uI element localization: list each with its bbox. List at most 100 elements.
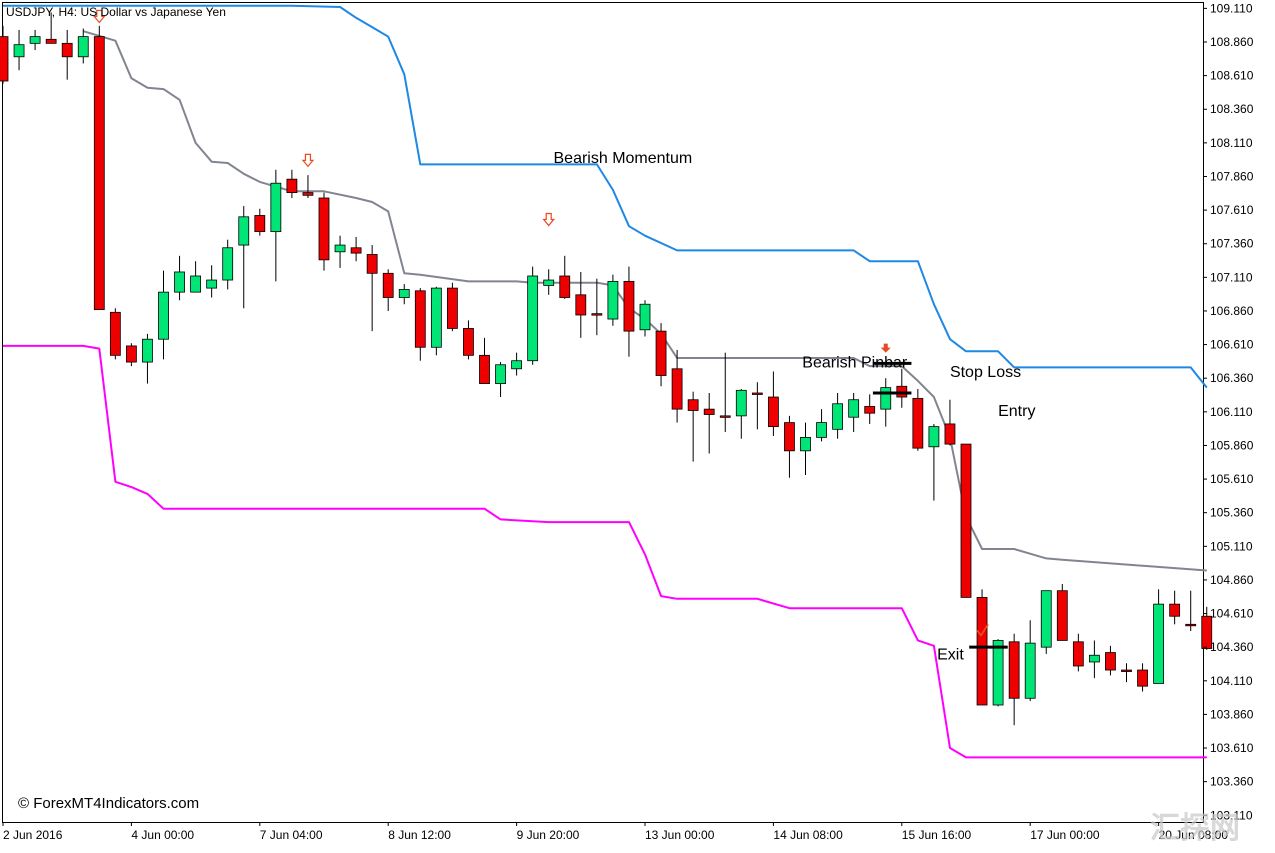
candle-body-bear bbox=[254, 215, 266, 233]
candle-body-bear bbox=[1169, 603, 1181, 617]
chart-annotation: Bearish Momentum bbox=[554, 150, 693, 167]
candle bbox=[479, 337, 490, 384]
candle-body-bear bbox=[479, 354, 490, 384]
candle-body-bull bbox=[880, 387, 892, 410]
price-tick-label: 107.860 bbox=[1210, 169, 1254, 183]
candle bbox=[174, 255, 185, 301]
price-tick-label: 103.610 bbox=[1210, 741, 1254, 755]
candle-body-bear bbox=[1185, 623, 1197, 627]
candle-body-bear bbox=[1008, 641, 1020, 699]
candle-body-bull bbox=[543, 279, 555, 286]
candle bbox=[382, 269, 394, 311]
candle bbox=[302, 175, 314, 198]
candle-body-bear bbox=[61, 42, 73, 58]
candle bbox=[142, 333, 153, 384]
lower-band-line bbox=[3, 344, 1207, 759]
candle-body-bear bbox=[45, 38, 57, 44]
price-axis[interactable]: 109.110 108.860 108.610 108.360 108.110 107.8… bbox=[1203, 1, 1254, 822]
candle-body-bear bbox=[559, 275, 571, 298]
candle-body-bear bbox=[302, 192, 314, 196]
candle bbox=[61, 29, 73, 80]
candle-body-bear bbox=[768, 396, 779, 428]
candle bbox=[1024, 620, 1036, 701]
candle-body-bear bbox=[382, 272, 394, 298]
candle-body-bear bbox=[414, 290, 426, 348]
sell-signal-arrow-icon bbox=[93, 9, 106, 24]
time-axis[interactable]: 2 Jun 2016 4 Jun 00:00 7 Jun 04:00 8 Jun 12… bbox=[2, 822, 1228, 842]
candle bbox=[398, 284, 410, 305]
candle-body-bull bbox=[1089, 654, 1100, 663]
candle bbox=[126, 343, 137, 367]
candle-body-bull bbox=[992, 640, 1004, 706]
price-tick-label: 103.110 bbox=[1210, 808, 1253, 822]
candle bbox=[1185, 590, 1197, 632]
candle bbox=[1137, 663, 1148, 692]
price-tick-label: 105.610 bbox=[1210, 472, 1254, 486]
price-tick-label: 107.610 bbox=[1210, 203, 1254, 217]
price-tick-label: 104.860 bbox=[1210, 573, 1254, 587]
price-tick-label: 107.110 bbox=[1210, 270, 1253, 284]
candle bbox=[992, 639, 1004, 707]
watermark-text: 汇探网 bbox=[1150, 812, 1240, 845]
candle-body-bear bbox=[751, 392, 763, 395]
price-tick-label: 106.360 bbox=[1210, 371, 1254, 385]
candle-body-bull bbox=[77, 36, 89, 58]
candle-body-bull bbox=[639, 303, 651, 331]
time-tick-label: 2 Jun 2016 bbox=[3, 828, 63, 842]
candle bbox=[1072, 633, 1084, 672]
candle bbox=[800, 422, 811, 476]
candle bbox=[1105, 645, 1116, 676]
candle bbox=[591, 278, 603, 336]
candle bbox=[1056, 583, 1068, 641]
price-tick-label: 108.360 bbox=[1210, 102, 1254, 116]
time-tick-label: 14 Jun 08:00 bbox=[773, 828, 843, 842]
candle bbox=[430, 286, 442, 356]
candle-body-bear bbox=[1072, 641, 1084, 667]
candle bbox=[575, 271, 587, 338]
candle bbox=[719, 352, 731, 432]
candle-body-bull bbox=[511, 360, 523, 370]
candle-body-bull bbox=[158, 291, 169, 340]
candle bbox=[334, 235, 346, 268]
time-tick-label: 15 Jun 16:00 bbox=[902, 828, 972, 842]
candle-body-bull bbox=[832, 403, 843, 430]
sell-signal-arrow-icon bbox=[542, 212, 555, 227]
candle-body-bull bbox=[334, 244, 346, 253]
price-tick-label: 108.610 bbox=[1210, 69, 1254, 83]
candle bbox=[463, 320, 474, 360]
candle-body-bear bbox=[1201, 615, 1213, 649]
annotations-layer: Bearish Momentum Bearish Pinbar Stop Loss E… bbox=[554, 150, 1036, 663]
candle-body-bear bbox=[93, 36, 105, 311]
price-tick-label: 103.360 bbox=[1210, 775, 1254, 789]
price-tick-label: 103.860 bbox=[1210, 707, 1254, 721]
candle-body-bear bbox=[575, 294, 587, 316]
chart-annotation: Stop Loss bbox=[950, 364, 1021, 381]
candle-body-bull bbox=[142, 338, 153, 363]
candle bbox=[222, 239, 234, 290]
candle-body-bull bbox=[238, 216, 250, 246]
candle bbox=[366, 245, 378, 332]
chart-annotation: Exit bbox=[937, 646, 964, 663]
copyright-text: © ForexMT4Indicators.com bbox=[18, 795, 199, 812]
candle bbox=[270, 169, 282, 282]
candle-body-bull bbox=[735, 389, 747, 417]
price-tick-label: 105.360 bbox=[1210, 506, 1254, 520]
candle-body-bull bbox=[1153, 603, 1164, 684]
price-tick-label: 107.360 bbox=[1210, 237, 1254, 251]
candle bbox=[0, 25, 9, 84]
candle-body-bear bbox=[784, 422, 795, 452]
candle-body-bear bbox=[366, 254, 378, 274]
candle bbox=[848, 393, 860, 432]
candle bbox=[880, 378, 892, 427]
candle-body-bear bbox=[1121, 669, 1132, 672]
candle-body-bear bbox=[286, 178, 298, 194]
chart-annotation: Bearish Pinbar bbox=[802, 354, 908, 371]
candle-body-bull bbox=[29, 36, 41, 44]
candle-body-bear bbox=[944, 423, 956, 445]
candle-body-bear bbox=[1137, 669, 1148, 687]
candle bbox=[1121, 663, 1132, 683]
candle-body-bull bbox=[607, 280, 619, 320]
candle-body-bear bbox=[976, 597, 988, 706]
candle-body-bull bbox=[270, 182, 282, 233]
